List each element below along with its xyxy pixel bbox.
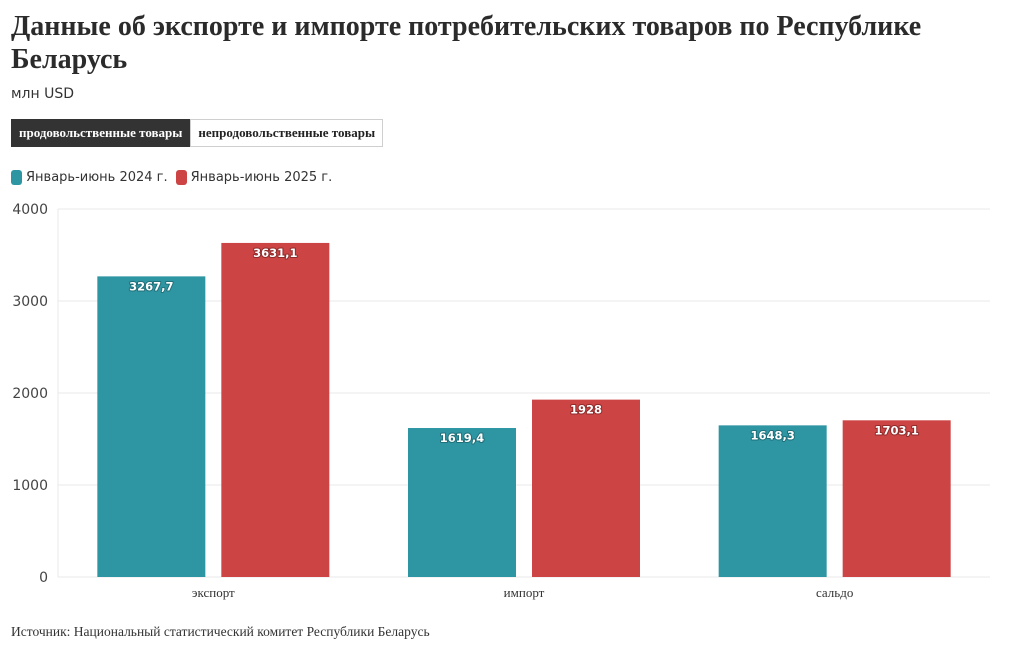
chart-legend: Январь-июнь 2024 г. Январь-июнь 2025 г. (11, 170, 332, 185)
data-label: 1703,1 (874, 423, 918, 437)
source-note: Источник: Национальный статистический ко… (11, 624, 430, 639)
data-label: 3631,1 (253, 246, 297, 260)
data-label: 1648,3 (750, 428, 794, 442)
legend-item-2024[interactable]: Январь-июнь 2024 г. (11, 170, 168, 185)
chart-title: Данные об экспорте и импорте потребитель… (11, 11, 922, 75)
bar-chart: 0 1000 2000 3000 4000 3267,7 3631,1 экспорт 1619… (12, 202, 990, 600)
y-tick-label: 2000 (12, 386, 48, 402)
y-tick-label: 1000 (12, 478, 48, 494)
category-tabs: продовольственные товары непродовольстве… (11, 119, 384, 147)
bar (532, 399, 640, 577)
legend-swatch-2024 (11, 170, 22, 185)
data-label: 1928 (570, 403, 602, 417)
tab-food-goods[interactable]: продовольственные товары (11, 119, 191, 147)
bar (718, 425, 827, 577)
data-label: 1619,4 (440, 431, 484, 445)
legend-item-2025[interactable]: Январь-июнь 2025 г. (175, 170, 333, 185)
tab-non-food-goods[interactable]: непродовольственные товары (190, 119, 384, 147)
bar (408, 428, 516, 577)
x-category-label: импорт (504, 585, 545, 600)
y-tick-label: 3000 (12, 294, 48, 310)
chart-subtitle: млн USD (11, 86, 75, 102)
bar (842, 420, 951, 577)
legend-label-2025: Январь-июнь 2025 г. (190, 170, 333, 185)
x-category-label: сальдо (816, 585, 853, 600)
x-category-label: экспорт (192, 585, 235, 600)
bar (221, 242, 330, 578)
legend-label-2024: Январь-июнь 2024 г. (26, 170, 168, 185)
data-label: 3267,7 (129, 279, 173, 293)
bar (97, 276, 206, 577)
y-tick-label: 0 (39, 570, 48, 586)
legend-swatch-2025 (175, 170, 187, 185)
y-tick-label: 4000 (12, 202, 48, 218)
